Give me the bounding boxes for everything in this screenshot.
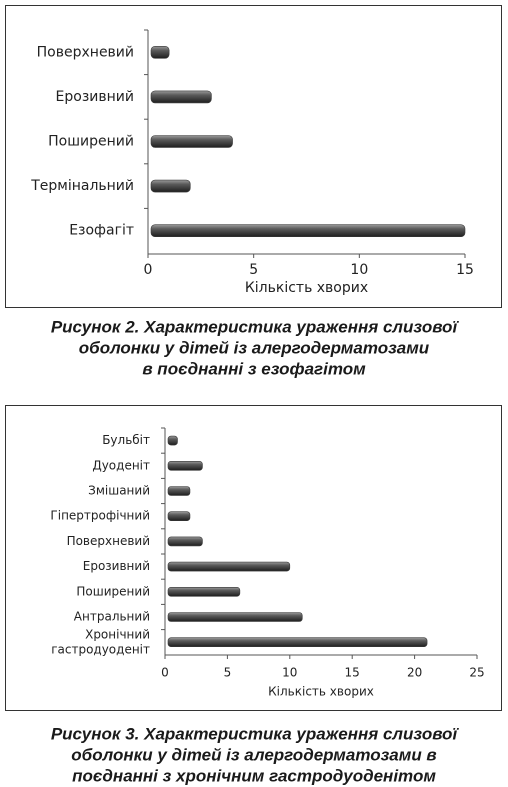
bar [167, 536, 203, 547]
y-tick-label: Змішаний [88, 484, 150, 498]
y-tick-label: Термінальний [30, 178, 134, 194]
x-axis-title: Кількість хворих [245, 280, 368, 296]
bar [167, 486, 191, 496]
bar [167, 637, 428, 648]
caption: оболонки у дітей із алергодерматозами [79, 338, 430, 357]
y-tick-label: Антральний [74, 610, 150, 624]
caption: Рисунок 2. Характеристика ураження слизо… [51, 317, 460, 336]
y-tick-label: Поширений [48, 134, 134, 150]
caption: в поєднанні з езофагітом [142, 359, 366, 378]
bar [167, 460, 203, 471]
x-tick-label: 15 [345, 666, 360, 680]
caption: оболонки у дітей із алергодерматозами в [71, 745, 436, 764]
bar [167, 511, 191, 522]
x-tick-label: 15 [456, 262, 474, 278]
y-tick-label: Хронічний гастродуоденіт [51, 627, 150, 656]
x-tick-label: 25 [469, 666, 484, 680]
bar [167, 561, 291, 572]
y-tick-label: Езофагіт [69, 223, 134, 239]
bar [150, 224, 466, 237]
y-tick-label: Ерозивний [56, 89, 134, 105]
x-tick-label: 5 [224, 666, 232, 680]
caption: поєднанні з хронічним гастродуоденітом [72, 766, 436, 785]
chart-frame [5, 5, 502, 308]
y-tick-label: Ерозивний [83, 559, 150, 573]
y-tick-label: Дуоденіт [92, 458, 150, 472]
y-tick-label: Бульбіт [102, 433, 150, 447]
bar [150, 45, 170, 59]
x-axis-title: Кількість хворих [268, 685, 374, 699]
bar [150, 90, 212, 104]
x-tick-label: 10 [282, 666, 297, 680]
x-tick-label: 0 [144, 262, 153, 278]
x-tick-label: 0 [161, 666, 169, 680]
bar [167, 612, 303, 622]
x-tick-label: 10 [350, 262, 368, 278]
bar [150, 179, 191, 193]
y-tick-label: Поверхневий [37, 44, 134, 60]
x-tick-label: 5 [249, 262, 258, 278]
bar [167, 586, 241, 597]
y-tick-label: Поширений [76, 584, 150, 598]
y-tick-label: Гіпертрофічний [50, 509, 150, 523]
x-tick-label: 20 [407, 666, 422, 680]
caption: Рисунок 3. Характеристика ураження слизо… [51, 724, 460, 743]
chart-frame [5, 405, 502, 711]
bar [167, 435, 178, 446]
bar [150, 135, 233, 148]
y-tick-label: Поверхневий [67, 534, 150, 548]
